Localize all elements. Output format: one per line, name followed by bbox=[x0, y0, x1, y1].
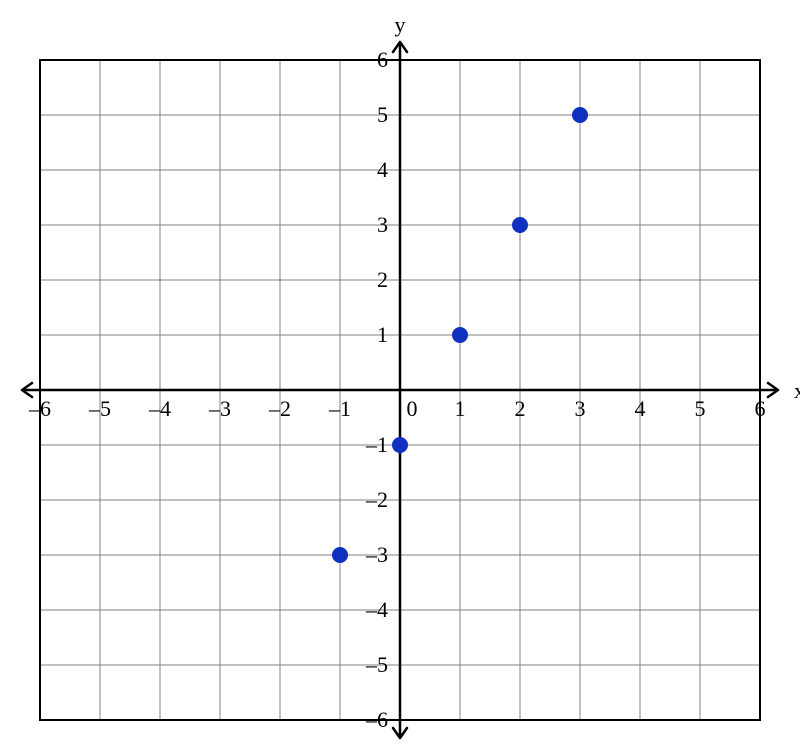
data-point bbox=[452, 327, 468, 343]
y-tick-label: 2 bbox=[377, 267, 388, 292]
data-point bbox=[332, 547, 348, 563]
y-tick-label: 6 bbox=[377, 47, 388, 72]
y-tick-label: 4 bbox=[377, 157, 388, 182]
scatter-chart: –6 –5 –4 –3 –2 –1 1 2 3 4 5 6 –6 –5 –4 –3 –2 –1 1 2 3 4 5 6 0 x y bbox=[0, 0, 800, 745]
x-tick-label: –3 bbox=[208, 396, 231, 421]
y-tick-label: –3 bbox=[365, 542, 388, 567]
y-tick-label: –2 bbox=[365, 487, 388, 512]
x-tick-label: 3 bbox=[575, 396, 586, 421]
y-tick-label: –5 bbox=[365, 652, 388, 677]
y-tick-label: 3 bbox=[377, 212, 388, 237]
y-tick-label: 1 bbox=[377, 322, 388, 347]
data-point bbox=[572, 107, 588, 123]
data-point bbox=[392, 437, 408, 453]
y-tick-label: –6 bbox=[365, 707, 388, 732]
y-tick-label: –1 bbox=[365, 432, 388, 457]
x-tick-label: –4 bbox=[148, 396, 171, 421]
y-axis-label: y bbox=[395, 12, 406, 37]
chart-svg: –6 –5 –4 –3 –2 –1 1 2 3 4 5 6 –6 –5 –4 –3 –2 –1 1 2 3 4 5 6 0 x y bbox=[0, 0, 800, 745]
x-tick-label: –1 bbox=[328, 396, 351, 421]
x-tick-label: –5 bbox=[88, 396, 111, 421]
x-tick-label: 4 bbox=[635, 396, 646, 421]
x-tick-label: 1 bbox=[455, 396, 466, 421]
data-point bbox=[512, 217, 528, 233]
x-tick-label: 5 bbox=[695, 396, 706, 421]
x-axis-label: x bbox=[794, 378, 800, 403]
x-tick-label: 6 bbox=[755, 396, 766, 421]
y-tick-label: 5 bbox=[377, 102, 388, 127]
origin-label: 0 bbox=[407, 396, 418, 421]
x-tick-label: 2 bbox=[515, 396, 526, 421]
x-tick-label: –6 bbox=[28, 396, 51, 421]
y-tick-label: –4 bbox=[365, 597, 388, 622]
x-tick-label: –2 bbox=[268, 396, 291, 421]
